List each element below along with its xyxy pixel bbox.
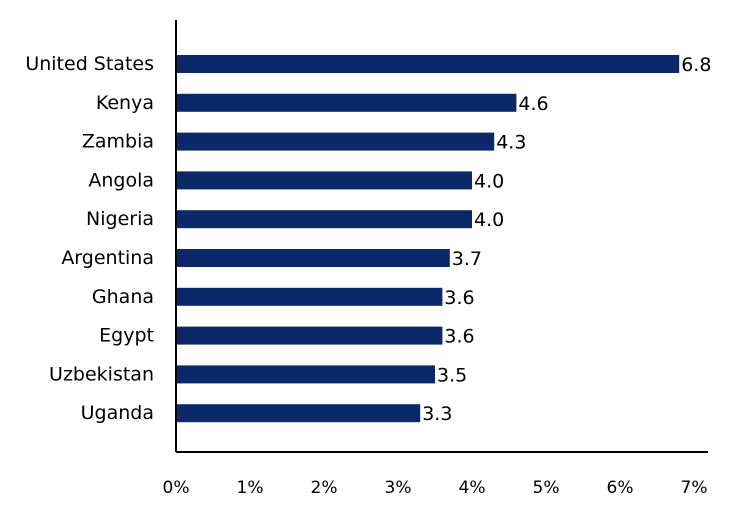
bar-uganda <box>176 404 421 423</box>
x-tick-label-5: 5% <box>533 478 560 498</box>
bar-ghana <box>176 287 443 306</box>
x-tick-label-0: 0% <box>163 478 190 498</box>
category-label-angola: Angola <box>88 169 154 191</box>
bar-nigeria <box>176 210 472 229</box>
bar-united-states <box>176 55 680 73</box>
category-label-uganda: Uganda <box>81 402 154 424</box>
bar-kenya <box>176 93 517 112</box>
bar-uzbekistan <box>176 365 435 384</box>
bar-zambia <box>176 132 495 151</box>
x-tick-label-2: 2% <box>311 478 338 498</box>
category-label-kenya: Kenya <box>96 92 154 114</box>
data-label-uzbekistan: 3.5 <box>437 364 467 386</box>
data-label-argentina: 3.7 <box>452 248 482 270</box>
data-label-nigeria: 4.0 <box>474 209 504 231</box>
bars-group <box>176 55 680 423</box>
labels-group: United States 6.8 Kenya 4.6 Zambia 4.3 Angola 4… <box>25 53 711 498</box>
category-label-ghana: Ghana <box>92 286 154 308</box>
bar-argentina <box>176 249 450 267</box>
category-label-egypt: Egypt <box>99 325 154 347</box>
category-label-zambia: Zambia <box>82 131 154 153</box>
data-label-uganda: 3.3 <box>422 403 452 425</box>
x-tick-label-1: 1% <box>237 478 264 498</box>
bar-egypt <box>176 326 443 345</box>
x-tick-label-6: 6% <box>607 478 634 498</box>
data-label-ghana: 3.6 <box>444 287 474 309</box>
data-label-united-states: 6.8 <box>681 54 711 76</box>
category-label-uzbekistan: Uzbekistan <box>49 363 154 385</box>
data-label-angola: 4.0 <box>474 170 504 192</box>
bar-angola <box>176 171 472 190</box>
data-label-kenya: 4.6 <box>518 93 548 115</box>
axes-group <box>175 20 708 453</box>
category-label-nigeria: Nigeria <box>86 208 154 230</box>
category-label-united-states: United States <box>25 53 154 75</box>
x-tick-label-4: 4% <box>459 478 486 498</box>
data-label-egypt: 3.6 <box>444 326 474 348</box>
data-label-zambia: 4.3 <box>496 132 526 154</box>
x-tick-label-7: 7% <box>681 478 708 498</box>
x-tick-label-3: 3% <box>385 478 412 498</box>
category-label-argentina: Argentina <box>61 247 154 269</box>
